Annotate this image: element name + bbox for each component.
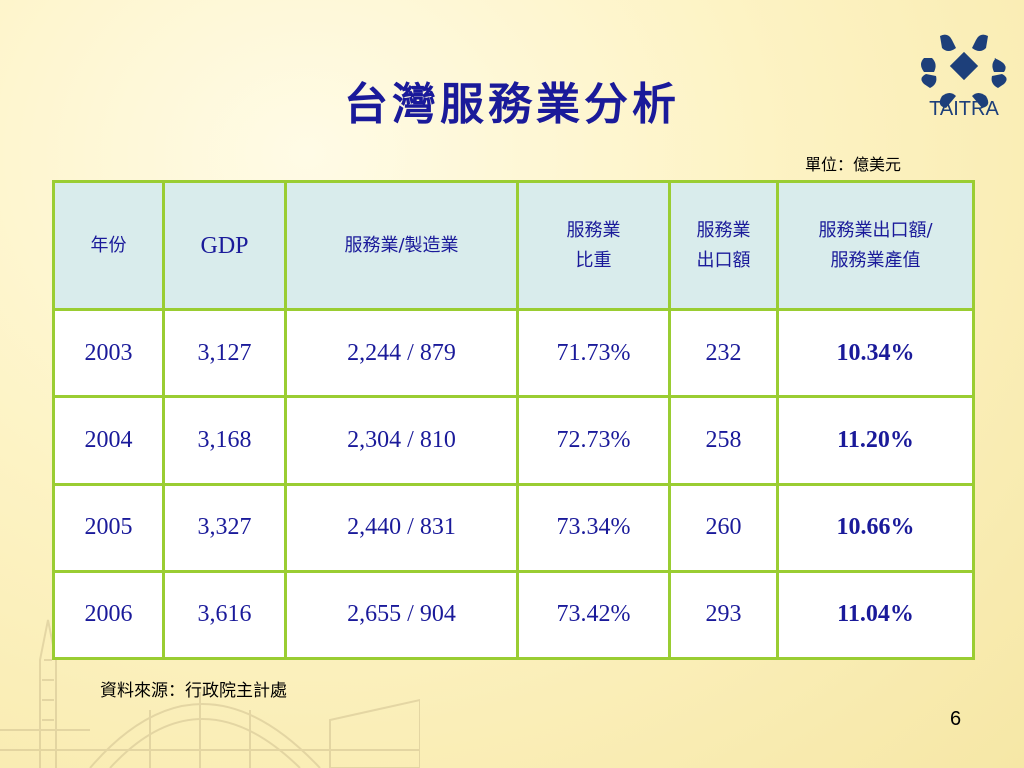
cell-services-share: 73.42% <box>516 569 671 661</box>
cell-export-ratio: 11.04% <box>776 569 975 661</box>
header-services-export-line1: 服務業 <box>696 219 751 241</box>
table-row: 2003 3,127 2,244 / 879 71.73% 232 10.34% <box>52 307 975 399</box>
table-row: 2004 3,168 2,304 / 810 72.73% 258 11.20% <box>52 395 975 486</box>
taitra-logo-icon <box>921 34 1007 108</box>
taitra-logo-text: TAITRA <box>929 98 999 120</box>
header-services-export: 服務業 出口額 <box>668 180 779 311</box>
unit-note: 單位：億美元 <box>805 155 902 174</box>
cell-services-manufacturing: 2,440 / 831 <box>284 482 519 573</box>
cell-year: 2005 <box>52 482 165 573</box>
cell-year: 2006 <box>52 569 165 661</box>
cell-export-ratio: 10.34% <box>776 307 975 399</box>
page-title: 台灣服務業分析 <box>344 79 680 130</box>
table-row: 2006 3,616 2,655 / 904 73.42% 293 11.04% <box>52 569 975 661</box>
header-services-export-line2: 出口額 <box>696 249 751 271</box>
cell-services-export: 260 <box>668 482 779 573</box>
header-services-share-line2: 比重 <box>575 249 612 271</box>
page-number: 6 <box>950 708 962 730</box>
cell-export-ratio: 11.20% <box>776 395 975 486</box>
cell-services-share: 71.73% <box>516 307 671 399</box>
header-services-share-line1: 服務業 <box>566 219 621 241</box>
header-year: 年份 <box>52 180 165 311</box>
cell-services-share: 73.34% <box>516 482 671 573</box>
cell-gdp: 3,327 <box>162 482 287 573</box>
cell-gdp: 3,127 <box>162 307 287 399</box>
cell-export-ratio: 10.66% <box>776 482 975 573</box>
cell-year: 2004 <box>52 395 165 486</box>
taipei-skyline-decoration <box>0 619 420 768</box>
cell-gdp: 3,168 <box>162 395 287 486</box>
header-export-ratio: 服務業出口額/ 服務業產值 <box>776 180 975 311</box>
cell-services-manufacturing: 2,304 / 810 <box>284 395 519 486</box>
header-export-ratio-line1: 服務業出口額/ <box>818 219 933 241</box>
cell-services-share: 72.73% <box>516 395 671 486</box>
cell-services-manufacturing: 2,244 / 879 <box>284 307 519 399</box>
cell-services-export: 258 <box>668 395 779 486</box>
header-export-ratio-line2: 服務業產值 <box>830 249 921 271</box>
cell-gdp: 3,616 <box>162 569 287 661</box>
header-services-manufacturing: 服務業/製造業 <box>284 180 519 311</box>
cell-services-manufacturing: 2,655 / 904 <box>284 569 519 661</box>
cell-services-export: 293 <box>668 569 779 661</box>
services-table: 年份 GDP 服務業/製造業 服務業 比重 服務業 出口額 服務業出口額/ 服務… <box>52 180 975 661</box>
cell-services-export: 232 <box>668 307 779 399</box>
header-services-share: 服務業 比重 <box>516 180 671 311</box>
header-gdp: GDP <box>162 180 287 311</box>
data-source-note: 資料來源：行政院主計處 <box>100 681 287 701</box>
table-header-row: 年份 GDP 服務業/製造業 服務業 比重 服務業 出口額 服務業出口額/ 服務… <box>52 180 975 311</box>
table-row: 2005 3,327 2,440 / 831 73.34% 260 10.66% <box>52 482 975 573</box>
cell-year: 2003 <box>52 307 165 399</box>
